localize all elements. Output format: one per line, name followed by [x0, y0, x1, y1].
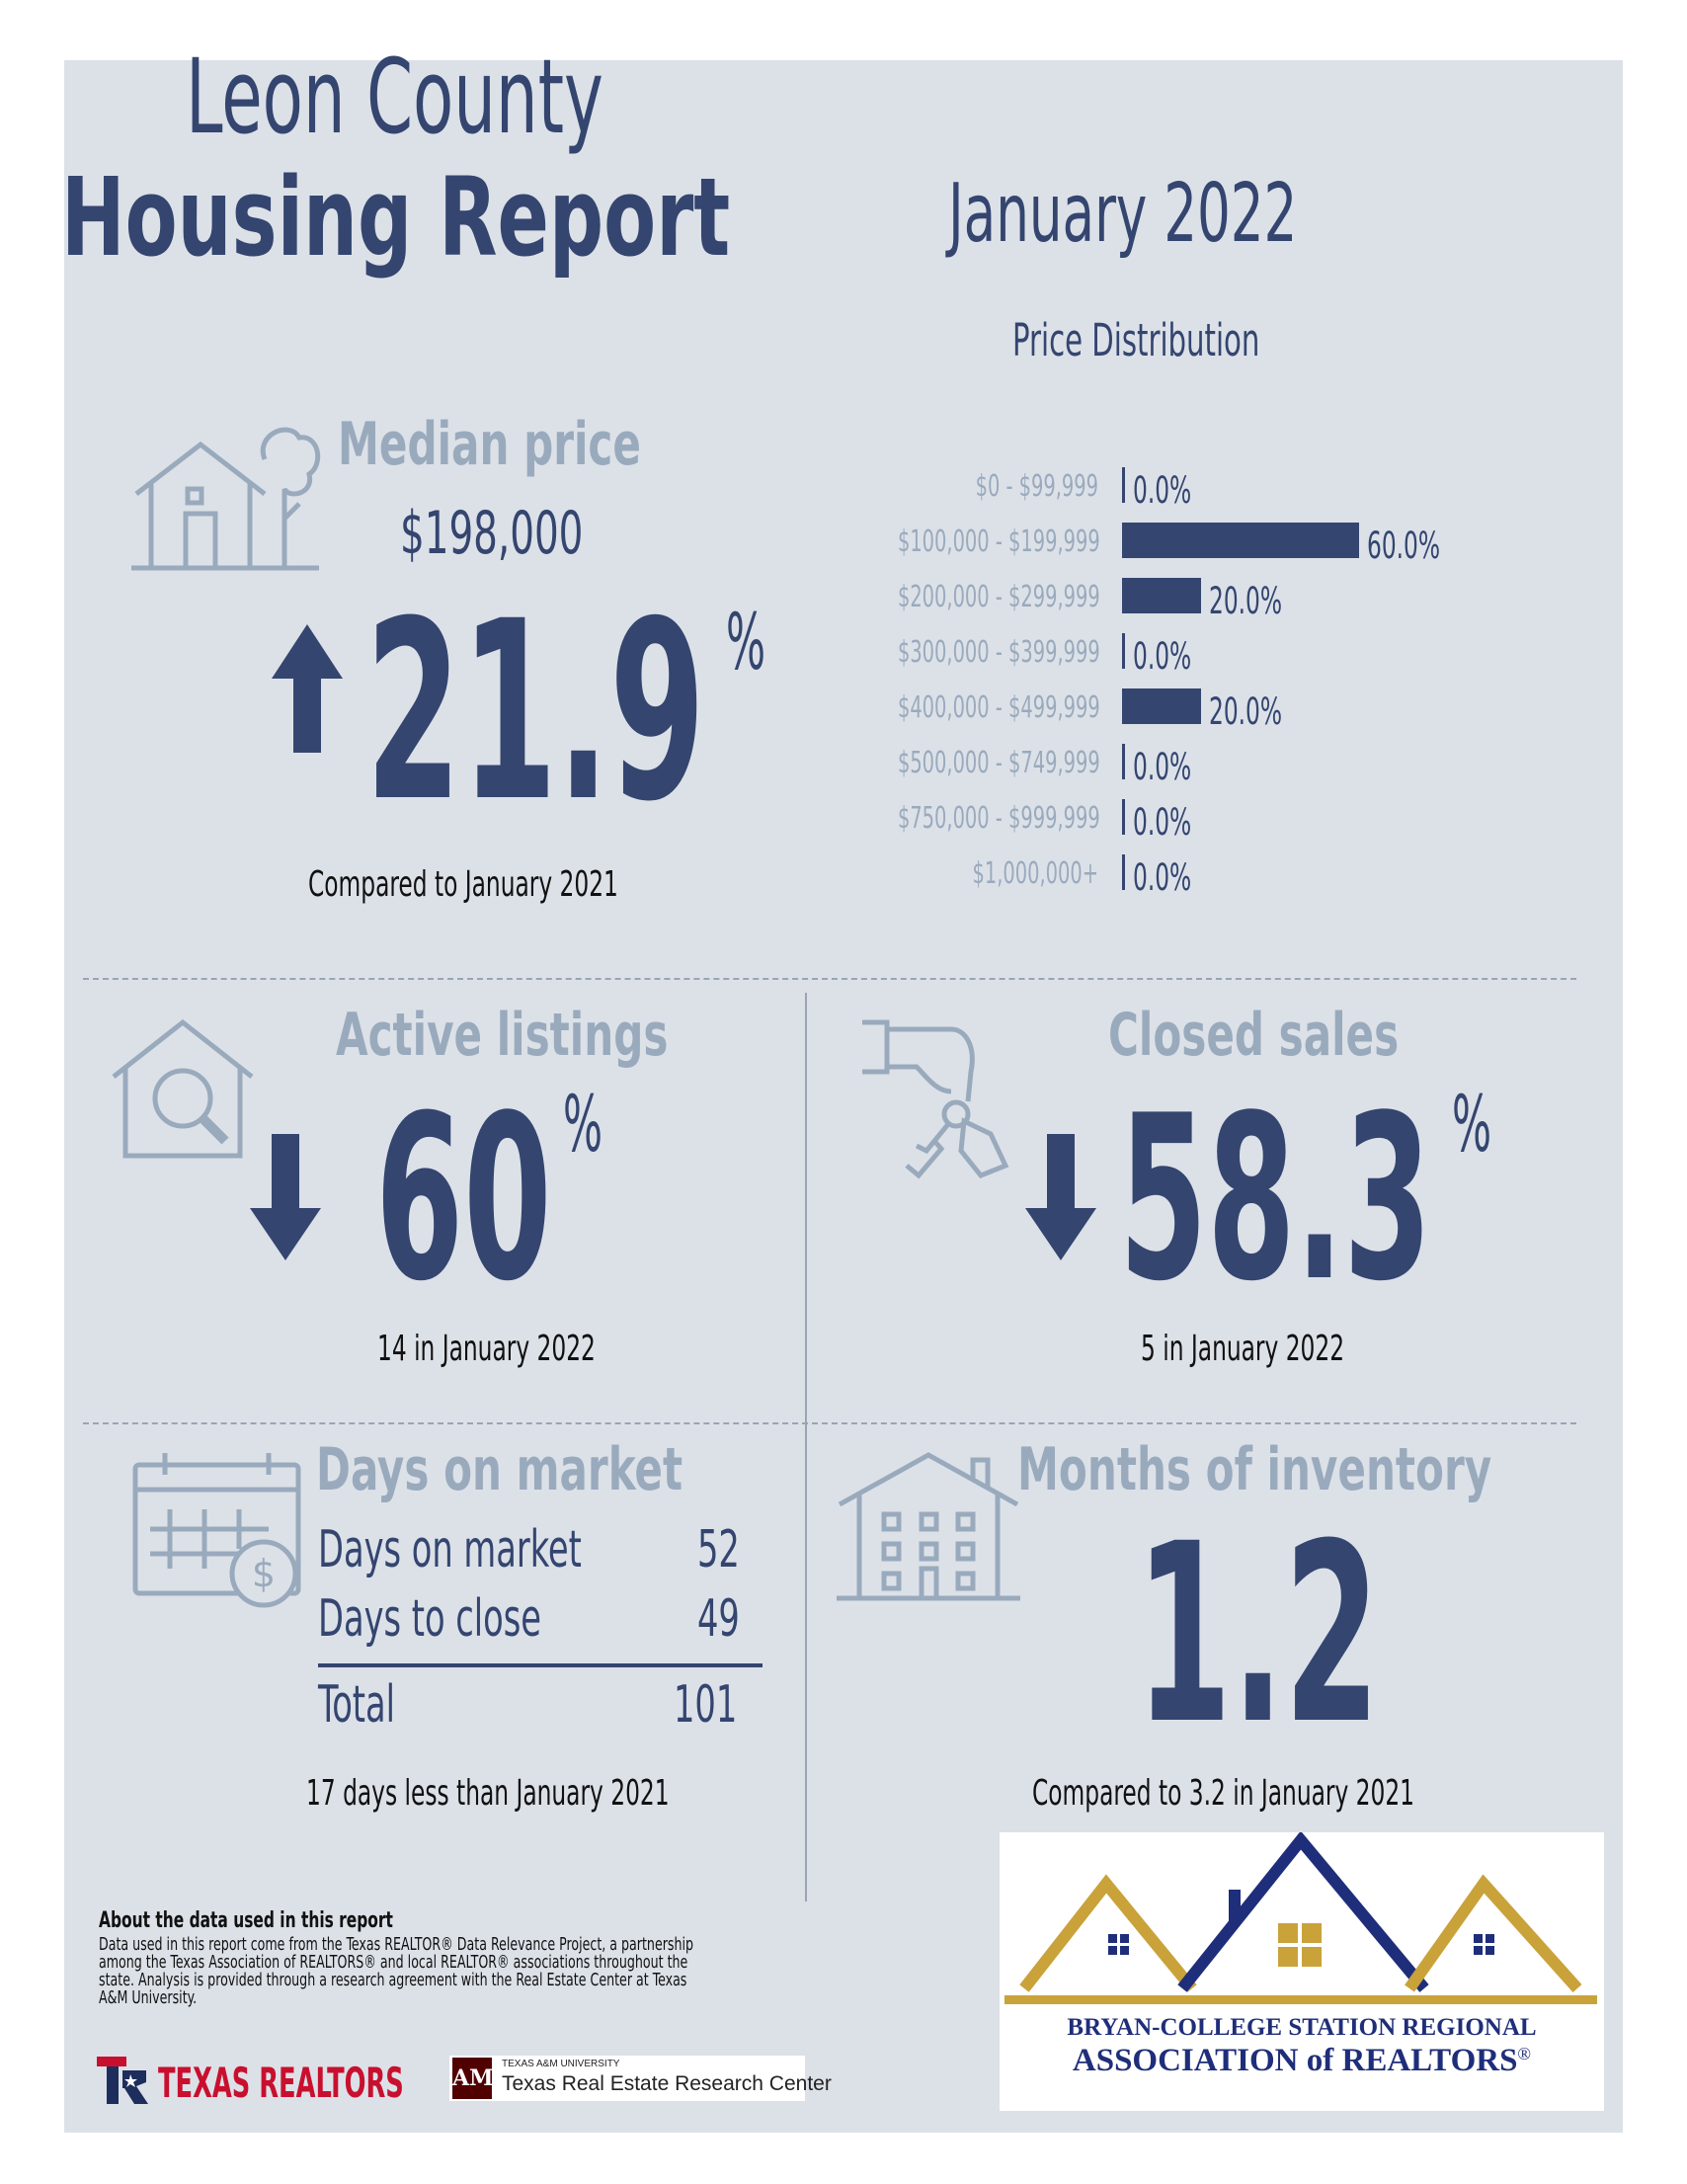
total-rule	[318, 1663, 763, 1667]
median-price-value: $198,000	[400, 499, 584, 568]
price-bar-zero	[1122, 467, 1125, 503]
median-price-change: 21.9	[365, 568, 706, 855]
days-on-market-label: Days on market	[316, 1435, 683, 1504]
house-search-icon	[112, 1018, 254, 1159]
price-bar-value: 20.0%	[1209, 690, 1283, 733]
days-to-close-value: 49	[697, 1589, 740, 1649]
svg-text:$: $	[252, 1552, 276, 1595]
price-range-label: $100,000 - $199,999	[897, 525, 1100, 559]
price-range-label: $500,000 - $749,999	[897, 746, 1100, 780]
bcs-houses-logo-mark	[1004, 1832, 1597, 2004]
bcs-name-line2-wrap: ASSOCIATION of REALTORS®	[1000, 2045, 1604, 2077]
arrow-up-icon	[272, 624, 343, 753]
price-bar-zero	[1122, 854, 1125, 890]
tamu-center-text: Texas Real Estate Research Center	[502, 2072, 832, 2095]
tamu-logo-box	[449, 2056, 805, 2101]
price-range-label: $200,000 - $299,999	[897, 580, 1100, 614]
arrow-down-icon	[1025, 1134, 1096, 1260]
price-bar-zero	[1122, 633, 1125, 669]
price-range-label: $750,000 - $999,999	[897, 801, 1100, 836]
active-listings-change: 60	[375, 1068, 552, 1332]
about-heading: About the data used in this report	[99, 1908, 393, 1933]
bcs-name-line2: ASSOCIATION of REALTORS	[1072, 2043, 1518, 2078]
texas-realtors-logo-mark	[97, 2057, 148, 2104]
about-text: Data used in this report come from the T…	[99, 1934, 694, 2008]
days-on-market-caption: 17 days less than January 2021	[306, 1773, 670, 1814]
divider-horizontal-1	[83, 978, 1576, 980]
active-listings-change-unit: %	[563, 1081, 603, 1170]
closed-sales-label: Closed sales	[1108, 1001, 1400, 1070]
price-bar-value: 0.0%	[1133, 746, 1192, 788]
tamu-logo-mark: AM	[452, 2058, 493, 2099]
closed-sales-change-unit: %	[1452, 1081, 1492, 1170]
months-inventory-caption: Compared to 3.2 in January 2021	[1032, 1773, 1415, 1814]
dom-row-value: 52	[697, 1520, 740, 1579]
median-price-caption: Compared to January 2021	[308, 864, 618, 905]
price-bar-zero	[1122, 799, 1125, 835]
price-bar-value: 60.0%	[1367, 525, 1441, 567]
divider-horizontal-2	[83, 1422, 1576, 1424]
price-bar-value: 0.0%	[1133, 635, 1192, 678]
texas-realtors-logo-text: TEXAS REALTORS	[158, 2059, 404, 2107]
price-range-label: $0 - $99,999	[975, 469, 1098, 504]
report-panel	[64, 60, 1623, 2133]
closed-sales-change: 58.3	[1119, 1068, 1432, 1332]
total-value: 101	[674, 1675, 738, 1735]
price-range-label: $300,000 - $399,999	[897, 635, 1100, 670]
price-bar-value: 0.0%	[1133, 801, 1192, 844]
bcs-name-line1: BRYAN-COLLEGE STATION REGIONAL	[1067, 2014, 1537, 2041]
price-distribution-chart: $0 - $99,999 0.0% $100,000 - $199,999 60.0%…	[820, 467, 1511, 902]
median-price-change-unit: %	[726, 599, 766, 688]
price-bar	[1122, 688, 1201, 724]
price-bar	[1122, 523, 1359, 558]
closed-sales-caption: 5 in January 2022	[1141, 1329, 1345, 1369]
calendar-dollar-icon: $	[132, 1453, 301, 1608]
price-bar-zero	[1122, 744, 1125, 779]
price-bar-value: 0.0%	[1133, 469, 1192, 512]
hand-keys-icon	[862, 1019, 1009, 1179]
price-range-label: $400,000 - $499,999	[897, 690, 1100, 725]
registered-mark: ®	[1517, 2044, 1532, 2063]
active-listings-label: Active listings	[336, 1001, 669, 1070]
months-inventory-value: 1.2	[1136, 1491, 1381, 1778]
report-title-county: Leon County	[186, 37, 603, 157]
price-distribution-title: Price Distribution	[1012, 314, 1260, 366]
dom-row-label: Days on market	[318, 1520, 582, 1579]
house-tree-icon	[131, 427, 321, 571]
price-bar	[1122, 578, 1201, 613]
months-inventory-label: Months of inventory	[1017, 1435, 1492, 1504]
active-listings-caption: 14 in January 2022	[377, 1329, 596, 1369]
apartment-building-icon	[837, 1452, 1020, 1601]
total-label: Total	[318, 1675, 396, 1735]
report-month: January 2022	[948, 167, 1298, 261]
price-bar-value: 0.0%	[1133, 856, 1192, 899]
bcs-association-logo	[1000, 1832, 1604, 2111]
tamu-university-text: TEXAS A&M UNIVERSITY	[502, 2059, 620, 2069]
median-price-label: Median price	[338, 410, 641, 479]
days-to-close-label: Days to close	[318, 1589, 542, 1649]
price-range-label: $1,000,000+	[972, 856, 1098, 891]
arrow-down-icon	[250, 1134, 321, 1260]
price-bar-value: 20.0%	[1209, 580, 1283, 622]
report-title: Housing Report	[61, 154, 731, 281]
divider-vertical	[805, 993, 807, 1901]
